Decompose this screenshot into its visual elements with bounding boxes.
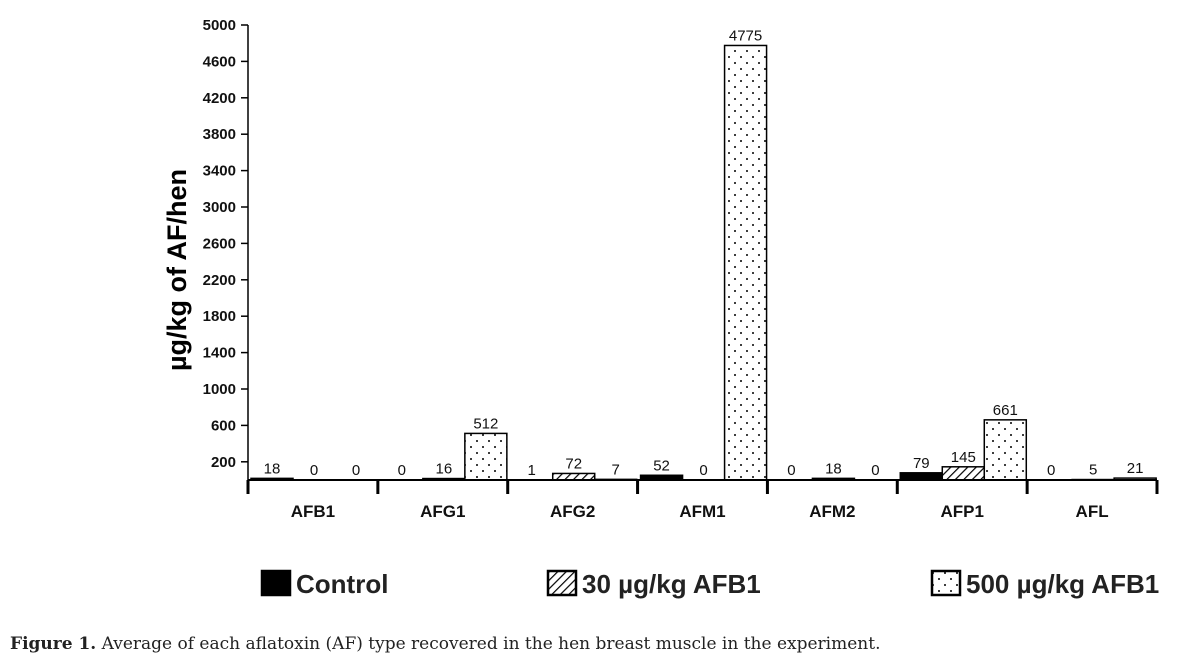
bar-chart: 2006001000140018002200260030003400380042… (162, 17, 1159, 599)
figure-caption: Figure 1. Average of each aflatoxin (AF)… (10, 634, 1190, 654)
category-label: AFB1 (291, 502, 335, 521)
legend-swatch-hatch (546, 569, 578, 597)
y-axis-label: µg/kg of AF/hen (162, 169, 192, 371)
bar-afp1-series-1 (899, 472, 944, 481)
data-label: 0 (1047, 462, 1055, 479)
data-label: 661 (993, 402, 1018, 419)
data-label: 7 (612, 461, 620, 478)
caption-label: Figure 1. (10, 634, 97, 654)
y-tick-label: 2600 (203, 235, 236, 252)
bar-afg1-series-3 (464, 432, 508, 481)
legend: Control 30 µg/kg AFB1 500 µg/kg AFB1 (260, 569, 1159, 599)
legend-swatch-solid (260, 569, 292, 597)
data-label: 1 (528, 462, 536, 479)
y-tick-label: 2200 (203, 272, 236, 289)
legend-swatch-dots (930, 569, 962, 597)
data-label: 16 (436, 461, 453, 478)
category-label: AFM2 (809, 502, 855, 521)
y-tick-label: 4600 (203, 53, 236, 70)
category-label: AFG1 (420, 502, 465, 521)
category-label: AFL (1076, 502, 1109, 521)
data-label: 0 (398, 462, 406, 479)
data-label: 5 (1089, 462, 1097, 479)
category-label: AFM1 (679, 502, 725, 521)
y-tick-label: 200 (211, 454, 236, 471)
caption-text: Average of each aflatoxin (AF) type reco… (96, 634, 881, 654)
y-tick-label: 3400 (203, 163, 236, 180)
y-tick-label: 3000 (203, 199, 236, 216)
data-label: 21 (1127, 460, 1144, 477)
category-label: AFG2 (550, 502, 595, 521)
data-label: 72 (565, 455, 582, 472)
data-label: 0 (699, 462, 707, 479)
bar-afm1-series-3 (723, 44, 768, 481)
x-axis: AFB1 AFG1 AFG2 AFM1 AFM2 AFP1 AFL (246, 479, 1159, 521)
data-label: 79 (913, 455, 930, 472)
category-label: AFP1 (940, 502, 983, 521)
y-tick-label: 4200 (203, 90, 236, 107)
data-label: 145 (951, 449, 976, 466)
bar-afp1-series-3 (983, 419, 1028, 481)
bar-afp1-series-2 (941, 466, 986, 481)
bars: 18 0 0 0 16 512 1 72 7 52 0 4775 0 18 0 79 145 661 0 5 21 (250, 27, 1157, 481)
y-tick-label: 600 (211, 417, 236, 434)
y-tick-label: 5000 (203, 17, 236, 34)
data-label: 512 (473, 415, 498, 432)
data-label: 0 (871, 462, 879, 479)
data-label: 4775 (729, 27, 762, 44)
data-label: 52 (653, 457, 670, 474)
data-label: 0 (352, 462, 360, 479)
y-tick-label: 1400 (203, 345, 236, 362)
data-label: 0 (310, 462, 318, 479)
data-label: 18 (264, 460, 281, 477)
legend-label: Control (296, 569, 388, 599)
y-tick-label: 1000 (203, 381, 236, 398)
data-label: 0 (787, 462, 795, 479)
y-axis: 200 600 1000 1400 1800 2200 2600 3000 3400 3800 42… (203, 17, 249, 480)
y-tick-label: 3800 (203, 126, 236, 143)
legend-label: 30 µg/kg AFB1 (582, 569, 761, 599)
y-tick-label: 1800 (203, 308, 236, 325)
data-label: 18 (825, 460, 842, 477)
legend-label: 500 µg/kg AFB1 (966, 569, 1159, 599)
